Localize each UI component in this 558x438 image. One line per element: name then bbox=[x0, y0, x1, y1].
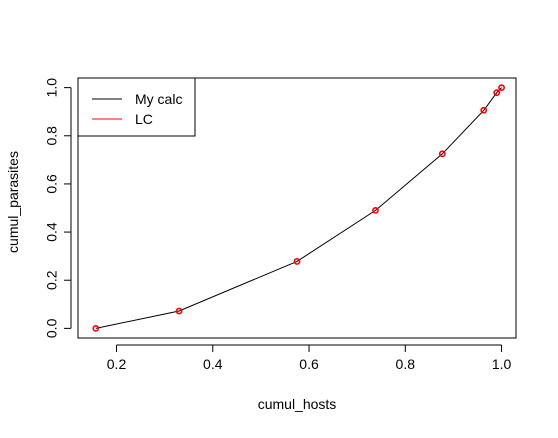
x-tick-label: 0.8 bbox=[396, 356, 416, 372]
legend-box bbox=[77, 77, 196, 137]
x-tick-label: 0.4 bbox=[203, 356, 223, 372]
y-axis-label: cumul_parasites bbox=[5, 151, 21, 253]
plot-frame bbox=[77, 77, 517, 339]
legend-label: LC bbox=[135, 111, 153, 127]
data-point-lc bbox=[293, 258, 301, 265]
data-point-lc bbox=[92, 324, 100, 332]
data-point-lc bbox=[498, 84, 505, 92]
y-tick-label: 0.6 bbox=[44, 174, 60, 194]
x-axis-label: cumul_hosts bbox=[258, 396, 337, 412]
axes: 0.2 0.4 0.6 0.8 1.0 0.0 0.2 0.4 0.6 0.8 1.0 bbox=[44, 77, 517, 372]
y-tick-label: 0.2 bbox=[44, 270, 60, 290]
x-tick-label: 0.6 bbox=[299, 356, 319, 372]
legend: My calc LC bbox=[77, 77, 196, 137]
y-tick-label: 0.0 bbox=[44, 318, 60, 338]
x-tick-label: 0.2 bbox=[107, 356, 127, 372]
data-point-lc bbox=[175, 307, 183, 315]
y-tick-label: 0.4 bbox=[44, 222, 60, 242]
legend-label: My calc bbox=[135, 91, 182, 107]
y-tick-label: 1.0 bbox=[44, 78, 60, 98]
data-point-lc bbox=[372, 207, 379, 214]
series-line-my-calc bbox=[95, 87, 502, 329]
data-point-lc bbox=[480, 106, 488, 114]
x-tick-label: 1.0 bbox=[492, 356, 512, 372]
y-tick-label: 0.8 bbox=[44, 126, 60, 146]
data-point-lc bbox=[493, 89, 501, 97]
plot-area bbox=[92, 84, 505, 332]
data-point-lc bbox=[438, 150, 446, 158]
